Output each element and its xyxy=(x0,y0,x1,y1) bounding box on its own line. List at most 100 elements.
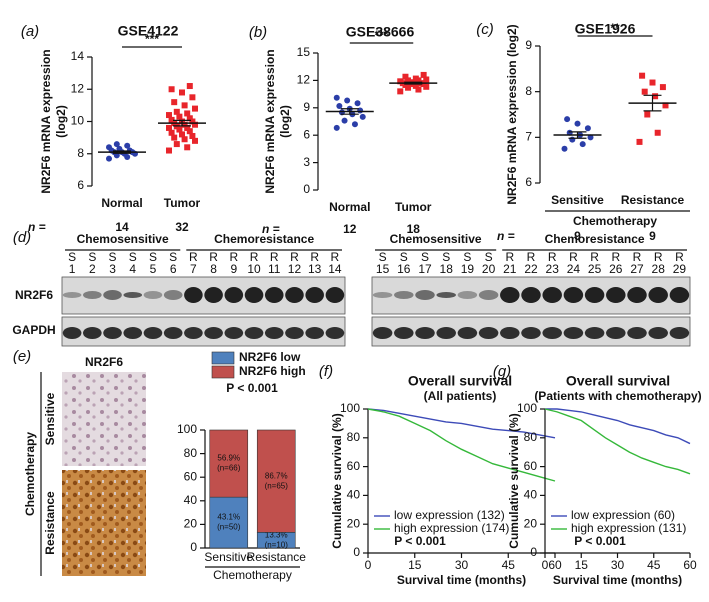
data-point xyxy=(171,134,178,141)
band xyxy=(542,287,562,303)
y-tick-label: 80 xyxy=(184,446,198,460)
y-tick-label: 0 xyxy=(530,545,537,559)
y-tick-label: 6 xyxy=(77,178,84,192)
legend-label: high expression (174) xyxy=(394,521,509,535)
lane-type: R xyxy=(331,250,340,264)
ihc-image xyxy=(62,470,146,576)
data-point xyxy=(333,124,340,131)
data-point xyxy=(641,88,648,95)
lane-number: 11 xyxy=(268,262,281,276)
lane-number: 21 xyxy=(503,262,517,276)
lane-type: S xyxy=(379,250,387,264)
data-point xyxy=(189,133,196,140)
group-label: Chemosensitive xyxy=(77,232,169,246)
band xyxy=(648,327,668,339)
lane-type: R xyxy=(250,250,259,264)
x-tick-label: 45 xyxy=(502,558,516,572)
data-point xyxy=(179,131,185,138)
bar-segment xyxy=(256,429,296,533)
chart-subtitle: (Patients with chemotherapy) xyxy=(534,389,701,403)
y-tick-label: 0 xyxy=(303,182,310,196)
significance: *** xyxy=(145,32,159,46)
data-point xyxy=(397,88,404,95)
band xyxy=(123,327,143,339)
value-label: 86.7% xyxy=(265,471,288,480)
band xyxy=(204,327,223,339)
data-point xyxy=(166,124,172,131)
legend-label: low expression (132) xyxy=(394,508,505,522)
band xyxy=(204,287,223,303)
lane-number: 2 xyxy=(89,262,96,276)
value-label: (n=65) xyxy=(265,481,289,490)
annotation: P < 0.001 xyxy=(394,534,446,548)
data-point xyxy=(186,128,193,135)
lane-type: R xyxy=(654,250,663,264)
lane-number: 1 xyxy=(69,262,76,276)
lane-type: R xyxy=(290,250,299,264)
data-point xyxy=(336,102,343,109)
band xyxy=(394,291,414,299)
band xyxy=(584,327,605,339)
band xyxy=(648,287,668,303)
n-label: n = xyxy=(28,220,46,234)
panel-label: (e) xyxy=(13,348,31,365)
band xyxy=(184,327,203,339)
chart-subtitle: P < 0.001 xyxy=(226,381,278,395)
n-value: 18 xyxy=(407,222,421,236)
lane-number: 20 xyxy=(482,262,496,276)
bar-segment xyxy=(209,429,249,498)
band xyxy=(627,287,647,303)
data-point xyxy=(166,112,172,119)
value-label: 43.1% xyxy=(217,513,240,522)
row-label: Sensitive xyxy=(43,392,57,445)
band xyxy=(325,287,345,303)
y-tick-label: 40 xyxy=(524,488,538,502)
data-point xyxy=(192,137,198,144)
lane-number: 18 xyxy=(440,262,454,276)
lane-type: R xyxy=(189,250,198,264)
x-tick-label: Sensitive xyxy=(551,193,604,207)
band xyxy=(163,290,183,300)
x-tick-label: 30 xyxy=(455,558,469,572)
panel-label: (a) xyxy=(21,23,39,40)
lane-number: 12 xyxy=(288,262,302,276)
band xyxy=(415,290,435,300)
y-tick-label: 20 xyxy=(524,516,538,530)
band xyxy=(285,327,304,339)
y-tick-label: 60 xyxy=(347,459,361,473)
x-tick-label: Tumor xyxy=(395,200,432,214)
data-point xyxy=(106,144,112,151)
data-point xyxy=(649,79,656,86)
data-point xyxy=(184,144,191,151)
x-axis-label: Survival time (months) xyxy=(397,573,526,587)
data-point xyxy=(166,147,172,154)
x-tick-label: 60 xyxy=(548,558,562,572)
x-tick-label: Normal xyxy=(329,200,370,214)
band xyxy=(394,327,414,339)
band xyxy=(163,327,183,339)
band xyxy=(244,287,264,303)
data-point xyxy=(415,86,422,93)
y-tick-label: 0 xyxy=(190,540,197,554)
value-label: (n=66) xyxy=(217,464,241,473)
ihc-image xyxy=(62,372,146,466)
y-tick-label: 7 xyxy=(525,130,532,144)
data-point xyxy=(189,94,196,101)
band xyxy=(103,290,122,300)
value-label: 56.9% xyxy=(217,454,240,463)
y-axis-label: NR2F6 mRNA expression xyxy=(263,49,277,193)
n-value: 32 xyxy=(175,220,189,234)
chart-title: GSE38666 xyxy=(346,24,415,40)
band xyxy=(62,292,82,298)
y-axis-label: Cumulative survival (%) xyxy=(330,413,344,548)
y-axis-label: (log2) xyxy=(278,105,292,138)
data-point xyxy=(354,100,361,107)
band xyxy=(305,287,324,303)
y-tick-label: 0 xyxy=(353,545,360,559)
band xyxy=(606,327,626,339)
group-label: Chemosensitive xyxy=(390,232,482,246)
y-tick-label: 40 xyxy=(347,488,361,502)
survival-curve xyxy=(544,408,691,475)
band xyxy=(563,327,584,339)
